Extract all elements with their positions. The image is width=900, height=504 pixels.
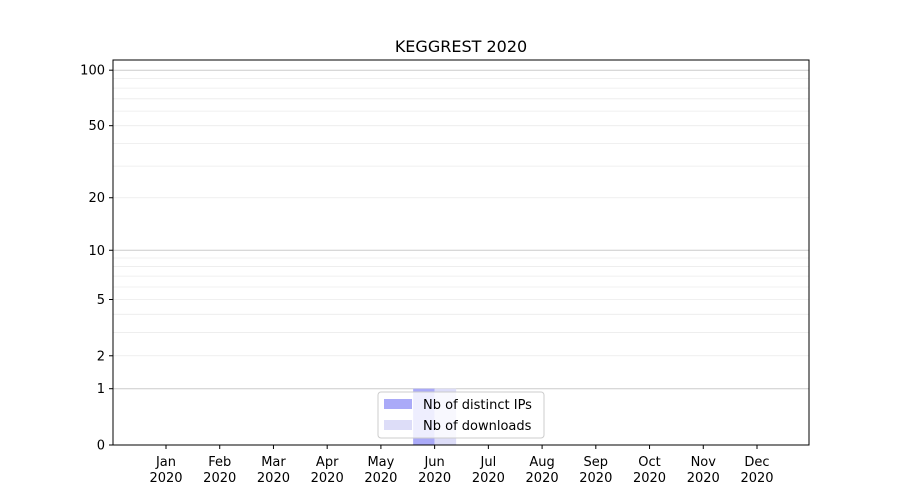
y-tick-label: 20 xyxy=(88,191,105,206)
y-tick-label: 100 xyxy=(80,64,105,79)
x-tick-label: Feb 2020 xyxy=(203,455,236,486)
x-tick-label: Nov 2020 xyxy=(687,455,720,486)
legend-label: Nb of distinct IPs xyxy=(423,398,532,413)
x-tick-label: Aug 2020 xyxy=(526,455,559,486)
x-tick-label: Apr 2020 xyxy=(311,455,344,486)
y-tick-label: 2 xyxy=(97,349,105,364)
y-tick-label: 0 xyxy=(97,439,105,454)
y-tick-label: 1 xyxy=(97,382,105,397)
legend-label: Nb of downloads xyxy=(423,419,532,434)
x-tick-label: Jan 2020 xyxy=(149,455,182,486)
y-tick-label: 10 xyxy=(88,244,105,259)
legend-swatch xyxy=(384,420,412,430)
x-tick-label: Jun 2020 xyxy=(418,455,451,486)
legend-swatch xyxy=(384,399,412,409)
chart-title: KEGGREST 2020 xyxy=(395,37,527,56)
y-tick-label: 5 xyxy=(97,293,105,308)
x-tick-label: Oct 2020 xyxy=(633,455,666,486)
plot-frame xyxy=(112,59,810,446)
x-tick-label: May 2020 xyxy=(364,455,397,486)
x-tick-label: Dec 2020 xyxy=(740,455,773,486)
x-tick-label: Mar 2020 xyxy=(257,455,290,486)
x-tick-label: Sep 2020 xyxy=(579,455,612,486)
x-tick-label: Jul 2020 xyxy=(472,455,505,486)
legend: Nb of distinct IPs Nb of downloads xyxy=(377,391,545,439)
y-tick-label: 50 xyxy=(88,119,105,134)
legend-box xyxy=(377,391,545,439)
